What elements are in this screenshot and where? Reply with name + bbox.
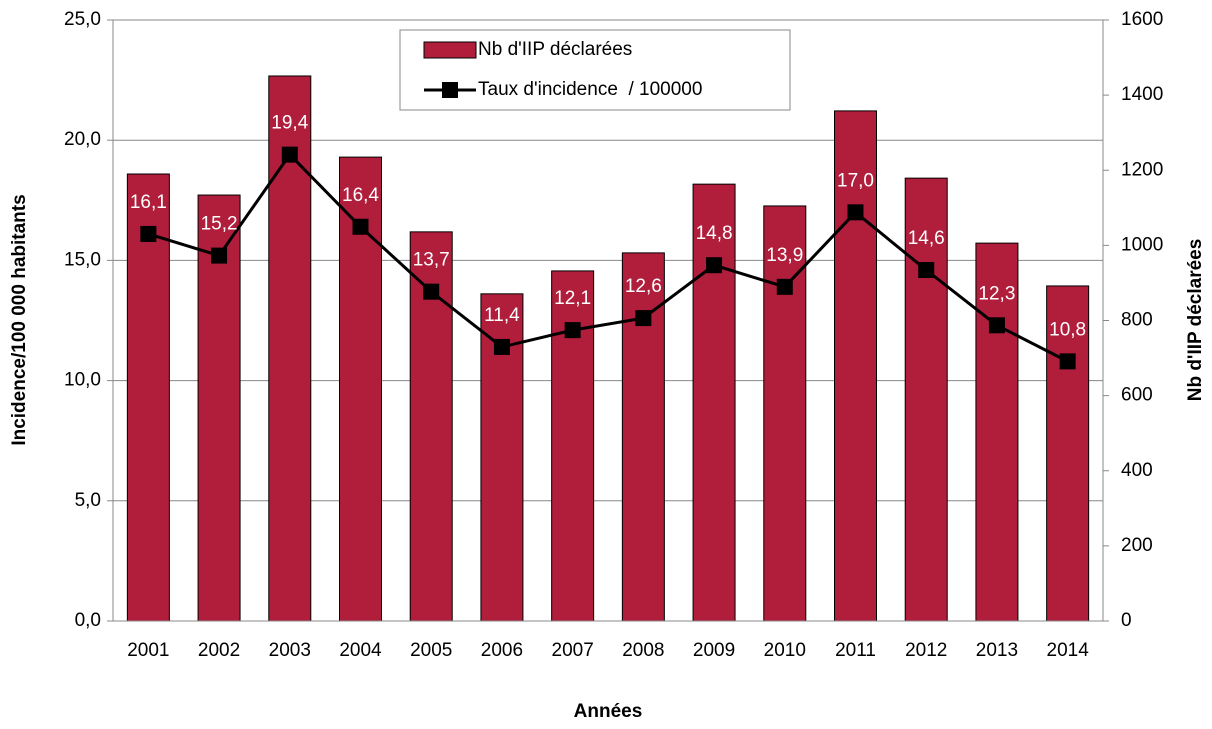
x-tick-label: 2002 bbox=[198, 640, 240, 661]
x-tick-label: 2007 bbox=[552, 640, 594, 661]
y2-tick-label: 200 bbox=[1121, 535, 1153, 556]
x-tick-label: 2014 bbox=[1047, 640, 1090, 661]
axes bbox=[107, 19, 1109, 622]
x-tick-label: 2008 bbox=[622, 640, 664, 661]
bar bbox=[904, 177, 948, 622]
line-marker bbox=[211, 247, 228, 264]
line-marker bbox=[847, 204, 864, 221]
line-marker bbox=[352, 218, 369, 235]
y-tick-label: 25,0 bbox=[64, 9, 101, 30]
y-axis-title: Incidence/100 000 habitants bbox=[9, 194, 30, 445]
y2-tick-label: 1200 bbox=[1121, 159, 1163, 180]
data-label: 14,6 bbox=[908, 228, 945, 249]
data-label: 12,3 bbox=[978, 283, 1015, 304]
line-marker bbox=[281, 146, 298, 163]
x-tick-label: 2012 bbox=[905, 640, 947, 661]
line-marker bbox=[635, 310, 652, 327]
y-tick-label: 20,0 bbox=[64, 129, 101, 150]
data-label: 11,4 bbox=[484, 305, 520, 326]
bar bbox=[692, 183, 736, 622]
x-tick-label: 2001 bbox=[127, 640, 169, 661]
x-tick-label: 2010 bbox=[764, 640, 806, 661]
x-tick-label: 2004 bbox=[339, 640, 382, 661]
line-marker bbox=[140, 225, 157, 242]
line-marker bbox=[706, 257, 723, 274]
x-tick-label: 2006 bbox=[481, 640, 523, 661]
bar bbox=[1046, 285, 1090, 622]
bar bbox=[975, 242, 1019, 622]
y-tick-label: 0,0 bbox=[75, 610, 101, 631]
data-label: 10,8 bbox=[1049, 319, 1086, 340]
data-label: 16,1 bbox=[130, 192, 167, 213]
line bbox=[147, 152, 1069, 363]
data-label: 14,8 bbox=[696, 223, 733, 244]
legend: Nb d'IIP déclarées Taux d'incidence / 100… bbox=[399, 29, 791, 111]
y2-tick-label: 600 bbox=[1121, 385, 1153, 406]
x-axis-title: Années bbox=[574, 701, 643, 722]
y-tick-label: 15,0 bbox=[64, 249, 101, 270]
data-label: 17,0 bbox=[837, 170, 874, 191]
data-label: 13,9 bbox=[766, 245, 803, 266]
legend-label: Taux d'incidence / 100000 bbox=[478, 79, 702, 100]
data-label: 16,4 bbox=[342, 185, 379, 206]
line-marker bbox=[776, 278, 793, 295]
bar bbox=[197, 194, 241, 622]
lines: 16,1 15,2 19,4 16,4 13,7 11,4 12,1 12,6 14,8 13,9… bbox=[130, 113, 1086, 370]
line-marker bbox=[918, 262, 935, 279]
y2-tick-label: 1400 bbox=[1121, 84, 1163, 105]
data-label: 12,6 bbox=[625, 276, 662, 297]
y-tick-label: 5,0 bbox=[75, 490, 101, 511]
legend-label: Nb d'IIP déclarées bbox=[478, 39, 632, 60]
line-marker bbox=[564, 322, 581, 339]
y2-tick-label: 400 bbox=[1121, 460, 1153, 481]
x-tick-label: 2005 bbox=[410, 640, 452, 661]
line-marker bbox=[493, 338, 510, 355]
x-tick-label: 2003 bbox=[269, 640, 311, 661]
x-tick-label: 2013 bbox=[976, 640, 1018, 661]
data-label: 15,2 bbox=[201, 214, 238, 235]
y2-tick-label: 1000 bbox=[1121, 234, 1163, 255]
bar bbox=[763, 205, 807, 622]
line-marker bbox=[1059, 353, 1076, 370]
data-label: 12,1 bbox=[554, 288, 591, 309]
x-tick-label: 2011 bbox=[835, 640, 876, 661]
line-marker bbox=[423, 283, 440, 300]
bars bbox=[126, 75, 1090, 622]
y-tick-label: 10,0 bbox=[64, 370, 101, 391]
x-tick-label: 2009 bbox=[693, 640, 735, 661]
data-label: 13,7 bbox=[413, 250, 450, 271]
legend-marker bbox=[442, 82, 458, 98]
line-marker bbox=[988, 317, 1005, 334]
legend-swatch bbox=[423, 41, 477, 59]
data-label: 19,4 bbox=[271, 113, 308, 134]
y2-tick-label: 800 bbox=[1121, 310, 1153, 331]
y2-tick-label: 1600 bbox=[1121, 9, 1163, 30]
y2-axis-title: Nb d'IIP déclarées bbox=[1185, 239, 1206, 402]
y2-tick-label: 0 bbox=[1121, 610, 1132, 631]
